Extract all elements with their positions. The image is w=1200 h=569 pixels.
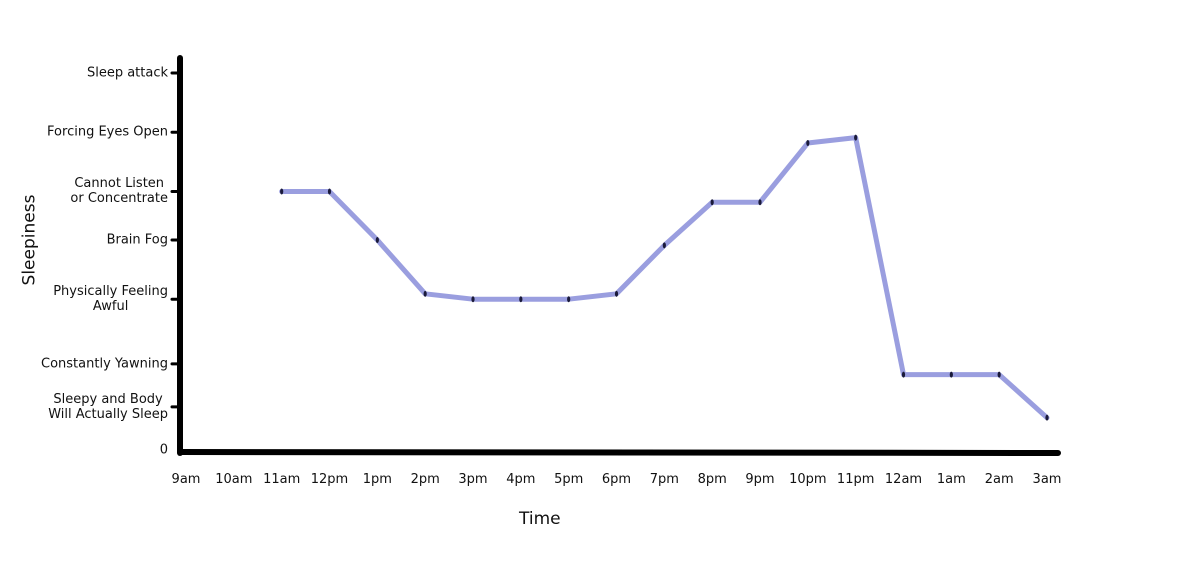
x-axis bbox=[177, 449, 1061, 456]
x-tick-label: 12pm bbox=[310, 472, 349, 487]
x-tick-label: 1am bbox=[936, 472, 966, 487]
x-tick-label: 10pm bbox=[789, 472, 827, 487]
y-tick-label: Sleepy and Body Will Actually Sleep bbox=[48, 391, 168, 422]
data-point bbox=[662, 242, 666, 249]
data-point bbox=[1045, 414, 1049, 421]
data-point bbox=[901, 371, 906, 378]
data-point bbox=[710, 199, 714, 206]
y-tick-label: Cannot Listen or Concentrate bbox=[70, 176, 168, 207]
x-tick-label: 2am bbox=[984, 472, 1014, 487]
x-tick-label: 2pm bbox=[410, 472, 440, 487]
x-tick-label: 7pm bbox=[649, 472, 679, 487]
x-tick-label: 4pm bbox=[506, 472, 536, 487]
x-axis-title: Time bbox=[519, 509, 561, 529]
data-point bbox=[471, 296, 475, 303]
data-point bbox=[806, 140, 810, 147]
x-tick-label: 6pm bbox=[601, 472, 632, 487]
data-point bbox=[854, 134, 858, 141]
line-series bbox=[279, 135, 1050, 421]
x-tick-label: 3pm bbox=[458, 472, 488, 487]
x-tick-label: 5pm bbox=[554, 472, 584, 487]
x-tick-label: 1pm bbox=[362, 472, 392, 487]
x-tick-label: 9pm bbox=[745, 472, 775, 487]
data-point bbox=[280, 188, 284, 195]
x-tick-label: 9am bbox=[171, 472, 201, 487]
data-point bbox=[519, 296, 523, 303]
data-point bbox=[327, 188, 332, 195]
data-point bbox=[949, 371, 953, 378]
data-point bbox=[997, 371, 1001, 378]
y-tick-label: Forcing Eyes Open bbox=[47, 124, 168, 140]
y-tick-label: Physically Feeling Awful bbox=[53, 284, 168, 315]
data-point bbox=[758, 199, 762, 206]
data-point bbox=[614, 290, 619, 297]
data-point bbox=[375, 236, 379, 243]
y-tick-label: Sleep attack bbox=[86, 65, 168, 81]
data-point bbox=[567, 296, 571, 303]
y-axis-title: Sleepiness bbox=[19, 194, 40, 286]
x-tick-label: 12am bbox=[884, 472, 923, 487]
x-tick-label: 3am bbox=[1032, 472, 1062, 487]
y-tick-label: 0 bbox=[159, 442, 168, 458]
x-tick-label: 11pm bbox=[836, 472, 875, 487]
x-tick-label: 8pm bbox=[697, 472, 727, 487]
x-tick-label: 11am bbox=[263, 472, 301, 487]
y-tick-label: Constantly Yawning bbox=[41, 356, 168, 372]
data-point bbox=[423, 290, 427, 297]
x-tick-label: 10am bbox=[215, 472, 253, 487]
y-tick-label: Brain Fog bbox=[106, 232, 168, 248]
